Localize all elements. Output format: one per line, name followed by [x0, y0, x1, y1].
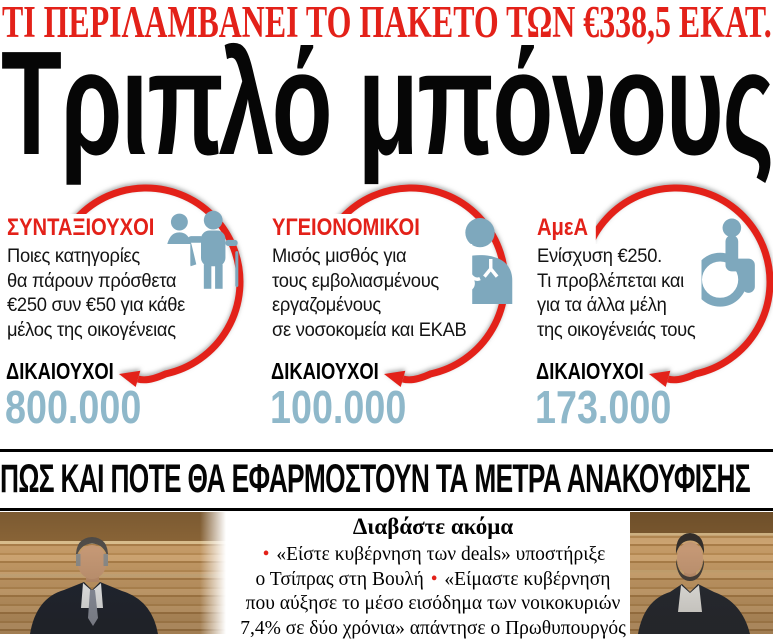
main-headline: Τριπλό μπόνους: [1, 21, 773, 186]
photo-edge-fade: [200, 512, 226, 634]
category-title: ΑμεΑ: [537, 214, 596, 246]
category-title: ΣΥΝΤΑΞΙΟΥΧΟΙ: [7, 214, 162, 246]
read-also-body: • «Είστε κυβέρνηση των deals» υποστήριξε…: [240, 544, 626, 639]
red-bullet: •: [430, 568, 438, 590]
read-also-title: Διαβάστε ακόμα: [352, 514, 514, 539]
bottom-strip: Διαβάστε ακόμα • «Είστε κυβέρνηση των de…: [0, 512, 773, 639]
kicker-headline: ΤΙ ΠΕΡΙΛΑΜΒΑΝΕΙ ΤΟ ΠΑΚΕΤΟ ΤΩΝ €338,5 ΕΚΑ…: [2, 0, 772, 47]
category-health-workers: ΥΓΕΙΟΝΟΜΙΚΟΙ Μισός μισθός για τους εμβολ…: [267, 178, 525, 436]
politician-at-podium-photo: [0, 512, 226, 634]
beneficiaries-count: 100.000: [270, 381, 407, 433]
beneficiaries-label: ΔΙΚΑΙΟΥΧΟΙ: [536, 358, 644, 384]
category-description: Ενίσχυση €250. Τι προβλέπεται και για τα…: [537, 244, 702, 342]
section-banner: ΠΩΣ ΚΑΙ ΠΟΤΕ ΘΑ ΕΦΑΡΜΟΣΤΟΥΝ ΤΑ ΜΕΤΡΑ ΑΝΑ…: [0, 449, 773, 511]
category-disabled: ΑμεΑ Ενίσχυση €250. Τι προβλέπεται και γ…: [532, 178, 773, 436]
section-banner-text: ΠΩΣ ΚΑΙ ΠΟΤΕ ΘΑ ΕΦΑΡΜΟΣΤΟΥΝ ΤΑ ΜΕΤΡΑ ΑΝΑ…: [0, 457, 751, 501]
category-description: Μισός μισθός για τους εμβολιασμένους εργ…: [272, 244, 473, 342]
politician-at-podium-photo: [630, 512, 773, 634]
category-title: ΥΓΕΙΟΝΟΜΙΚΟΙ: [272, 214, 428, 246]
beneficiaries-label: ΔΙΚΑΙΟΥΧΟΙ: [6, 358, 114, 384]
category-description: Ποιες κατηγορίες θα πάρουν πρόσθετα €250…: [7, 244, 191, 342]
beneficiaries-label: ΔΙΚΑΙΟΥΧΟΙ: [271, 358, 379, 384]
red-bullet: •: [262, 544, 270, 565]
beneficiaries-count: 173.000: [535, 381, 672, 433]
photo-left-politician: [0, 512, 226, 634]
beneficiaries-count: 800.000: [5, 381, 142, 433]
category-pensioners: ΣΥΝΤΑΞΙΟΥΧΟΙ Ποιες κατηγορίες θα πάρουν …: [2, 178, 260, 436]
photo-right-politician: [630, 512, 773, 634]
benefits-infographic: ΣΥΝΤΑΞΙΟΥΧΟΙ Ποιες κατηγορίες θα πάρουν …: [0, 178, 773, 436]
